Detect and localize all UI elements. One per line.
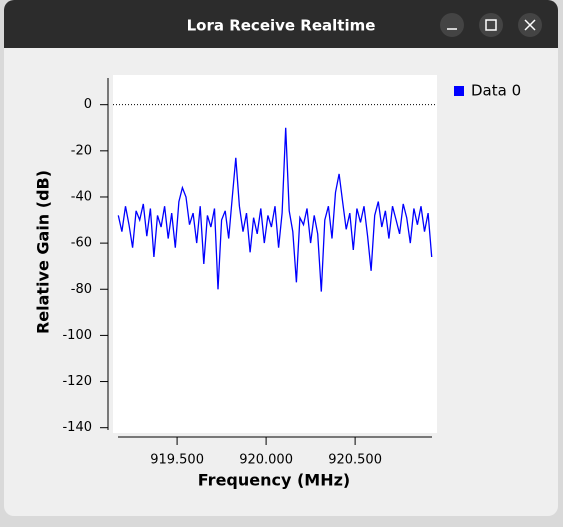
y-tick-label: -100 — [62, 328, 92, 343]
minimize-button[interactable] — [440, 13, 464, 37]
y-tick-label: -20 — [71, 143, 92, 158]
y-tick-label: -80 — [71, 282, 92, 297]
x-tick-label: 920.500 — [328, 453, 382, 468]
maximize-button[interactable] — [479, 13, 503, 37]
close-button[interactable] — [518, 13, 542, 37]
x-tick-label: 920.000 — [239, 453, 293, 468]
title-bar — [4, 0, 558, 48]
y-tick-label: 0 — [84, 97, 92, 112]
y-tick-label: -140 — [62, 420, 92, 435]
legend-swatch — [454, 86, 464, 96]
y-tick-label: -60 — [71, 236, 92, 251]
x-tick-label: 919.500 — [150, 453, 204, 468]
y-axis-label: Relative Gain (dB) — [34, 170, 53, 334]
x-axis-label: Frequency (MHz) — [198, 471, 350, 490]
window-title: Lora Receive Realtime — [187, 17, 376, 35]
legend-label: Data 0 — [471, 82, 521, 100]
y-tick-label: -120 — [62, 374, 92, 389]
plot-area — [113, 75, 437, 433]
series-line — [117, 127, 433, 292]
y-tick-label: -40 — [71, 189, 92, 204]
